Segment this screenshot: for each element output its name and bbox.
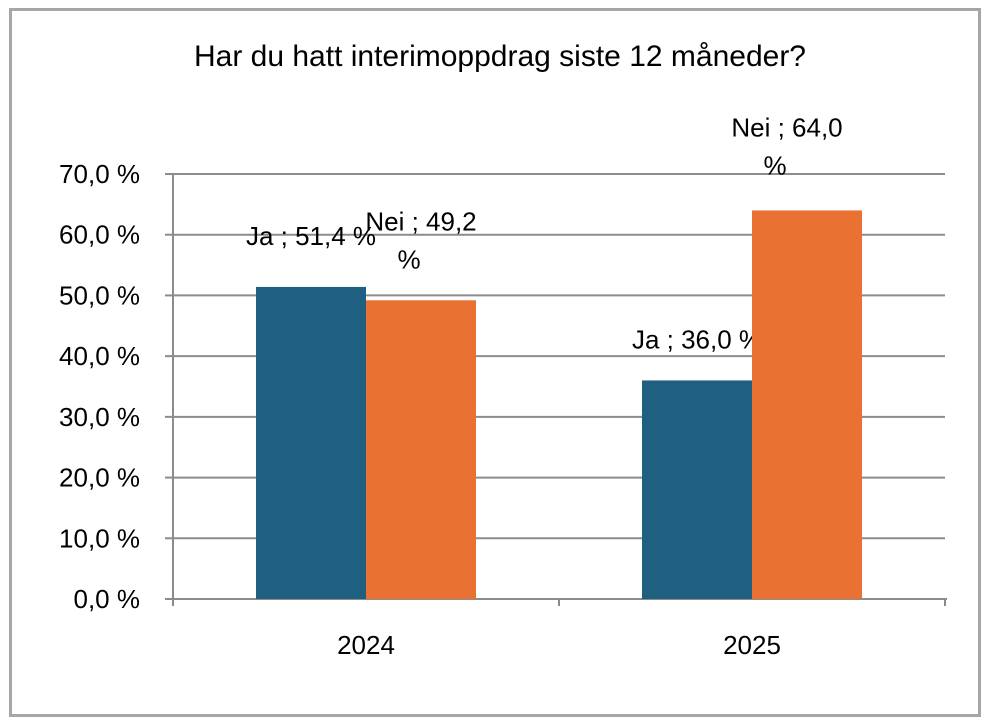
bar-ja-2024 bbox=[256, 286, 366, 599]
chart-title: Har du hatt interimoppdrag siste 12 måne… bbox=[193, 40, 806, 73]
bar-nei-2025 bbox=[752, 210, 862, 599]
x-tick-label: 2024 bbox=[337, 630, 395, 660]
data-label: Nei ; 64,0 bbox=[731, 112, 842, 142]
x-tick-label: 2025 bbox=[723, 630, 781, 660]
bar-nei-2024 bbox=[366, 300, 476, 599]
y-tick-label: 40,0 % bbox=[59, 341, 140, 371]
y-tick-label: 20,0 % bbox=[59, 463, 140, 493]
y-tick-label: 50,0 % bbox=[59, 280, 140, 310]
y-tick-label: 60,0 % bbox=[59, 220, 140, 250]
y-tick-label: 30,0 % bbox=[59, 402, 140, 432]
data-label-unit: % bbox=[763, 150, 786, 180]
y-tick-label: 10,0 % bbox=[59, 523, 140, 553]
bar-ja-2025 bbox=[642, 380, 752, 599]
data-label: Nei ; 49,2 bbox=[365, 206, 476, 236]
data-label: Ja ; 51,4 % bbox=[246, 221, 376, 251]
y-tick-label: 0,0 % bbox=[74, 584, 141, 614]
data-label-unit: % bbox=[397, 244, 420, 274]
data-label: Ja ; 36,0 % bbox=[632, 324, 762, 354]
y-tick-label: 70,0 % bbox=[59, 159, 140, 189]
